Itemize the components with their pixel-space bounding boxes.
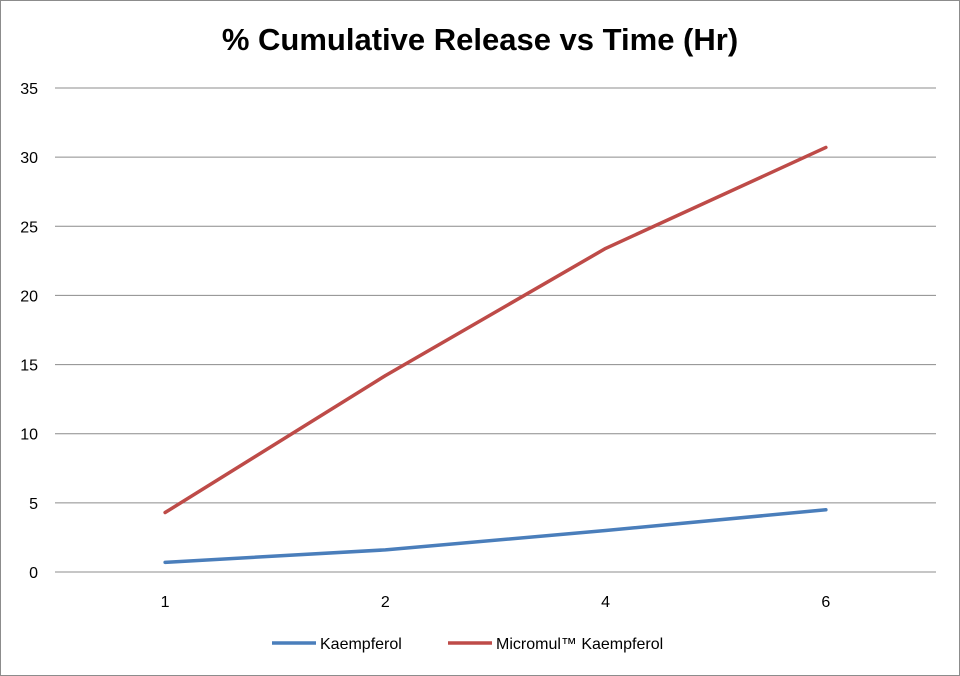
y-tick-label: 15 — [20, 358, 38, 375]
gridlines — [55, 87, 936, 504]
legend-label: Kaempferol — [320, 636, 402, 653]
y-tick-label: 10 — [20, 427, 38, 444]
y-tick-label: 5 — [29, 496, 38, 513]
x-tick-label: 1 — [161, 594, 170, 611]
y-tick-label: 0 — [29, 565, 38, 582]
legend: Kaempferol Micromul™ Kaempferol — [272, 636, 663, 653]
y-tick-label: 35 — [20, 81, 38, 98]
x-tick-label: 2 — [381, 594, 390, 611]
y-axis-ticks: 0 5 10 15 20 25 30 35 — [20, 81, 38, 582]
legend-label: Micromul™ Kaempferol — [496, 636, 663, 653]
x-tick-label: 6 — [821, 594, 830, 611]
chart-title: % Cumulative Release vs Time (Hr) — [221, 22, 739, 57]
series-line-2 — [163, 145, 828, 515]
y-tick-label: 25 — [20, 219, 38, 236]
y-tick-label: 20 — [20, 288, 38, 305]
x-tick-label: 4 — [601, 594, 610, 611]
series-lines — [163, 145, 828, 565]
series-line-1 — [163, 508, 828, 565]
y-tick-label: 30 — [20, 150, 38, 167]
x-axis-ticks: 1 2 4 6 — [161, 594, 831, 611]
